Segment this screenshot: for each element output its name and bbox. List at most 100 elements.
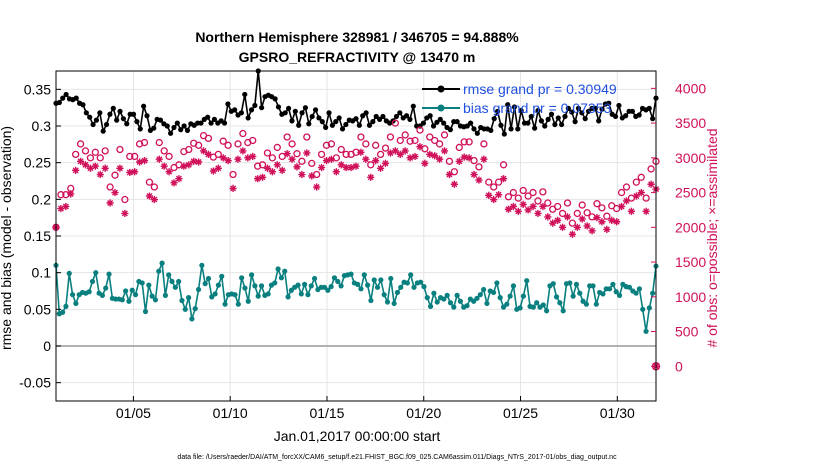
bias-point — [202, 281, 208, 287]
bias-point — [451, 304, 457, 310]
rmse-point — [198, 120, 204, 126]
bias-point — [245, 298, 251, 304]
obs-possible-point — [583, 209, 591, 217]
bias-point — [534, 300, 540, 306]
bias-point — [570, 293, 576, 299]
obs-assimilated-point — [268, 168, 276, 176]
legend-rmse-label: rmse grand pr = 0.30949 — [463, 81, 617, 97]
rmse-point — [623, 113, 629, 119]
bias-point — [348, 271, 354, 277]
obs-possible-point — [155, 138, 163, 147]
rmse-point — [592, 105, 598, 111]
rmse-point — [403, 113, 410, 119]
rmse-point — [319, 119, 325, 125]
bias-point — [232, 292, 238, 298]
obs-assimilated-point — [106, 199, 114, 207]
obs-possible-point — [273, 143, 281, 152]
obs-assimilated-point — [239, 147, 247, 155]
rmse-point — [525, 120, 531, 126]
obs-possible-point — [411, 136, 419, 145]
obs-assimilated-point — [293, 163, 301, 171]
bias-point — [590, 283, 596, 289]
bias-point — [650, 290, 656, 296]
legend: rmse grand pr = 0.30949 bias grand pr = … — [422, 81, 617, 116]
obs-assimilated-point — [401, 147, 409, 155]
obs-assimilated-series — [52, 143, 660, 238]
rmse-point — [538, 118, 544, 124]
obs-assimilated-point — [185, 161, 193, 169]
bias-point — [626, 284, 633, 290]
rmse-point — [83, 110, 89, 116]
bias-point — [86, 289, 92, 295]
obs-assimilated-point — [283, 150, 291, 158]
bias-point — [477, 292, 483, 298]
rmse-point — [56, 99, 62, 106]
rmse-point — [441, 120, 447, 126]
bias-point — [272, 280, 278, 286]
obs-assimilated-point — [180, 162, 188, 170]
bias-point — [242, 285, 248, 291]
obs-assimilated-point — [347, 163, 355, 172]
bias-point — [275, 266, 281, 272]
rmse-point — [339, 126, 346, 132]
obs-possible-point — [116, 145, 124, 154]
rmse-point — [343, 121, 349, 128]
bias-point — [285, 294, 291, 300]
obs-possible-point — [622, 183, 631, 191]
obs-assimilated-point — [529, 202, 537, 211]
obs-possible-point — [578, 201, 586, 209]
bias-point — [199, 262, 205, 268]
rmse-point — [302, 105, 309, 111]
left-tick-label: 0.25 — [24, 155, 51, 171]
rmse-point — [232, 107, 238, 113]
obs-possible-point — [426, 133, 434, 141]
obs-assimilated-point — [76, 157, 85, 165]
obs-assimilated-point — [637, 188, 645, 197]
rmse-point — [259, 105, 265, 111]
rmse-point — [248, 107, 255, 113]
obs-assimilated-point — [322, 157, 331, 165]
bias-point — [613, 289, 619, 295]
obs-possible-point — [539, 188, 547, 196]
obs-assimilated-point — [273, 161, 281, 169]
bias-point — [325, 287, 331, 293]
obs-possible-point — [317, 150, 326, 159]
legend-bias-label: bias grand pr = 0.07353 — [463, 100, 611, 116]
rmse-point — [430, 123, 437, 129]
obs-assimilated-point — [72, 166, 80, 174]
bias-point — [219, 273, 225, 279]
obs-assimilated-point — [298, 170, 306, 179]
bias-point — [156, 268, 162, 274]
bias-point — [600, 291, 606, 297]
right-tick-label: 500 — [675, 324, 699, 340]
obs-assimilated-point — [126, 168, 134, 177]
obs-assimilated-point — [357, 148, 365, 156]
rmse-point — [124, 121, 130, 127]
rmse-point — [208, 120, 214, 126]
rmse-point — [471, 126, 477, 132]
rmse-point — [575, 105, 582, 111]
obs-possible-point — [253, 162, 262, 170]
obs-possible-point — [101, 147, 109, 155]
obs-possible-point — [224, 141, 232, 149]
obs-assimilated-point — [627, 207, 636, 215]
rmse-point — [107, 111, 113, 117]
rmse-point — [130, 111, 137, 117]
rmse-point — [612, 113, 619, 120]
bias-point — [388, 275, 394, 282]
obs-possible-point — [126, 152, 134, 161]
obs-assimilated-point — [376, 164, 385, 172]
bias-point — [560, 308, 566, 314]
obs-assimilated-point — [426, 150, 434, 158]
bias-point — [129, 287, 135, 293]
obs-assimilated-point — [62, 202, 70, 211]
rmse-point — [93, 117, 100, 123]
rmse-point — [285, 105, 292, 111]
rmse-point — [420, 120, 427, 126]
rmse-point — [242, 91, 248, 98]
rmse-point — [282, 110, 288, 116]
rmse-point — [548, 111, 555, 117]
rmse-point — [501, 131, 507, 137]
obs-possible-point — [332, 154, 340, 162]
